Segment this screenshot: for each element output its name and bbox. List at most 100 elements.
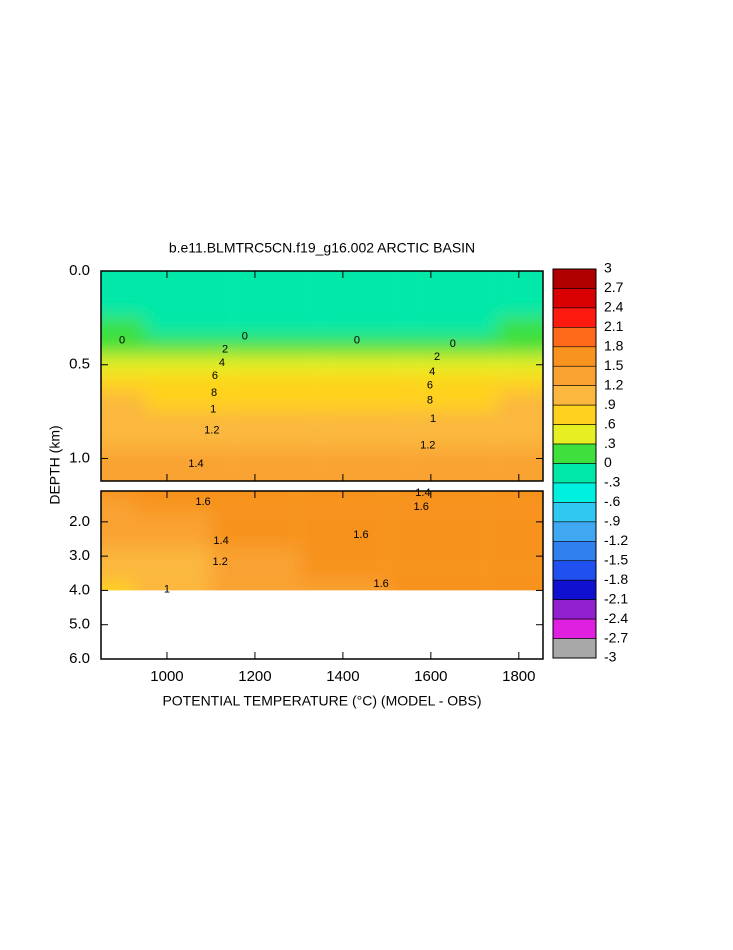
contour-label: 1.4	[213, 535, 228, 547]
field-cell	[298, 513, 387, 531]
field-cell	[408, 299, 498, 318]
field-cell	[133, 564, 211, 582]
field-cell	[497, 469, 543, 481]
field-cell	[497, 430, 543, 450]
colorbar-box	[552, 638, 597, 659]
field-cell	[320, 469, 409, 481]
field-cell	[144, 317, 233, 337]
contour-label: 1.2	[420, 439, 435, 451]
field-cell	[320, 299, 409, 318]
field-cell	[144, 299, 233, 318]
field-cell	[101, 355, 145, 375]
colorbar-label: -1.2	[604, 532, 628, 548]
field-cell	[133, 530, 211, 548]
field-cell	[133, 491, 211, 498]
field-cell	[320, 271, 409, 281]
colorbar-box	[552, 346, 597, 367]
field-cell	[408, 411, 498, 431]
field-cell	[320, 355, 409, 375]
y-tick-label: 0.0	[69, 262, 90, 279]
contour-label: 8	[427, 394, 433, 406]
field-cell	[408, 374, 498, 393]
y-tick-label: 3.0	[69, 547, 90, 564]
field-cell	[101, 336, 145, 356]
colorbar-label: .3	[604, 435, 616, 451]
field-cell	[144, 374, 233, 393]
contour-label: 0	[450, 338, 456, 350]
field-cell	[101, 430, 145, 450]
contour-label: 1	[210, 404, 216, 416]
field-cell	[144, 449, 233, 470]
field-cell	[101, 299, 145, 318]
field-cell	[320, 374, 409, 393]
colorbar-box	[552, 404, 597, 425]
contour-label: 0	[242, 331, 248, 343]
contour-label: 2	[222, 344, 228, 356]
field-cell	[298, 497, 387, 514]
colorbar-label: -2.1	[604, 590, 628, 606]
colorbar-box	[552, 365, 597, 387]
field-cell	[133, 513, 211, 531]
field-cell	[101, 317, 145, 337]
field-cell	[497, 317, 543, 337]
field-cell	[320, 392, 409, 412]
field-cell	[486, 497, 543, 514]
field-cell	[133, 581, 211, 591]
panel-frame	[100, 490, 544, 660]
field-cell	[386, 497, 487, 514]
field-cell	[298, 581, 387, 591]
field-cell	[210, 547, 299, 565]
field-cell	[101, 530, 134, 548]
field-cell	[486, 530, 543, 548]
field-cell	[408, 336, 498, 356]
field-cell	[144, 392, 233, 412]
colorbar-label: -1.8	[604, 571, 628, 587]
field-cell	[101, 547, 134, 565]
field-cell	[232, 355, 321, 375]
field-cell	[386, 564, 487, 582]
colorbar-label: 0	[604, 454, 612, 470]
field-cell	[144, 355, 233, 375]
colorbar-box	[552, 268, 597, 289]
field-cell	[101, 491, 134, 498]
field-cell	[101, 271, 145, 281]
colorbar-box	[552, 599, 597, 620]
field-cell	[408, 271, 498, 281]
colorbar-label: -2.7	[604, 629, 628, 645]
field-cell	[232, 271, 321, 281]
field-cell	[232, 411, 321, 431]
field-cell	[320, 411, 409, 431]
colorbar-box	[552, 424, 597, 445]
field-cell	[232, 392, 321, 412]
field-cell	[101, 469, 145, 481]
field	[101, 491, 543, 591]
field-cell	[497, 411, 543, 431]
field	[101, 271, 543, 481]
colorbar-label: 2.4	[604, 299, 624, 315]
y-tick-label: 2.0	[69, 513, 90, 530]
field-cell	[210, 564, 299, 582]
field-cell	[497, 392, 543, 412]
field-cell	[232, 317, 321, 337]
field-cell	[210, 497, 299, 514]
colorbar-box	[552, 443, 597, 464]
field-cell	[486, 581, 543, 591]
contour-label: 1.6	[195, 496, 210, 508]
colorbar-label: -.9	[604, 513, 621, 529]
field-cell	[133, 497, 211, 514]
field-cell	[320, 317, 409, 337]
field-cell	[320, 430, 409, 450]
field-cell	[408, 280, 498, 300]
chart-title: b.e11.BLMTRC5CN.f19_g16.002 ARCTIC BASIN	[169, 240, 475, 256]
contour-label: 6	[212, 370, 218, 382]
field-cell	[320, 336, 409, 356]
field-cell	[298, 530, 387, 548]
colorbar-label: -2.4	[604, 610, 628, 626]
colorbar-label: -.6	[604, 493, 621, 509]
colorbar-box	[552, 482, 597, 503]
x-tick-label: 1600	[414, 668, 447, 685]
field-cell	[144, 411, 233, 431]
colorbar-label: -3	[604, 649, 617, 665]
field-cell	[232, 469, 321, 481]
